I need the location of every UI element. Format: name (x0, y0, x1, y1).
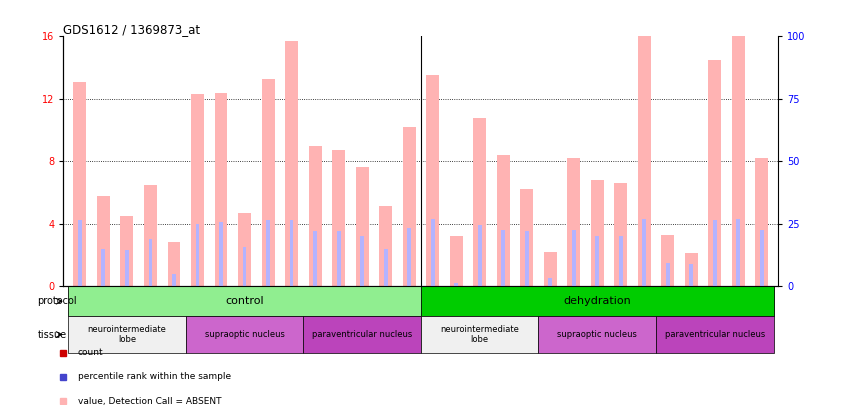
Bar (596, 236, 599, 286)
Text: supraoptic nucleus: supraoptic nucleus (205, 330, 284, 339)
Bar (379, 207, 392, 286)
Text: neurointermediate
lobe: neurointermediate lobe (87, 325, 167, 344)
Bar (355, 167, 369, 286)
Bar (144, 185, 157, 286)
Bar (662, 234, 674, 286)
Bar (420, 286, 773, 316)
Bar (454, 283, 458, 286)
Text: dehydration: dehydration (563, 296, 631, 306)
Bar (219, 222, 223, 286)
Bar (568, 158, 580, 286)
Bar (525, 231, 529, 286)
Bar (708, 60, 722, 286)
Bar (478, 225, 481, 286)
Bar (538, 316, 656, 352)
Bar (638, 36, 651, 286)
Bar (309, 146, 321, 286)
Bar (243, 247, 246, 286)
Bar (420, 316, 538, 352)
Bar (332, 150, 345, 286)
Bar (736, 219, 740, 286)
Bar (191, 94, 204, 286)
Bar (497, 155, 509, 286)
Bar (689, 264, 693, 286)
Bar (403, 127, 415, 286)
Text: tissue: tissue (37, 330, 67, 339)
Bar (102, 249, 106, 286)
Text: supraoptic nucleus: supraoptic nucleus (558, 330, 637, 339)
Bar (755, 158, 768, 286)
Bar (285, 41, 298, 286)
Bar (520, 189, 533, 286)
Bar (431, 219, 435, 286)
Bar (261, 79, 274, 286)
Text: neurointermediate
lobe: neurointermediate lobe (440, 325, 519, 344)
Text: count: count (78, 348, 103, 357)
Text: protocol: protocol (37, 296, 77, 306)
Bar (548, 278, 552, 286)
Text: paraventricular nucleus: paraventricular nucleus (312, 330, 412, 339)
Bar (97, 196, 110, 286)
Bar (149, 239, 152, 286)
Bar (186, 316, 304, 352)
Bar (656, 316, 773, 352)
Bar (238, 213, 251, 286)
Bar (685, 253, 698, 286)
Bar (69, 316, 186, 352)
Bar (313, 231, 317, 286)
Bar (337, 231, 341, 286)
Bar (195, 224, 200, 286)
Bar (384, 249, 387, 286)
Bar (713, 220, 717, 286)
Bar (74, 82, 86, 286)
Bar (666, 262, 670, 286)
Bar (120, 216, 134, 286)
Bar (215, 93, 228, 286)
Bar (544, 252, 557, 286)
Bar (304, 316, 420, 352)
Bar (591, 180, 604, 286)
Bar (407, 228, 411, 286)
Bar (69, 286, 420, 316)
Bar (172, 273, 176, 286)
Text: paraventricular nucleus: paraventricular nucleus (665, 330, 765, 339)
Text: GDS1612 / 1369873_at: GDS1612 / 1369873_at (63, 23, 201, 36)
Bar (168, 242, 180, 286)
Bar (426, 75, 439, 286)
Bar (360, 236, 364, 286)
Bar (289, 220, 294, 286)
Bar (450, 236, 463, 286)
Text: value, Detection Call = ABSENT: value, Detection Call = ABSENT (78, 397, 222, 405)
Bar (266, 220, 270, 286)
Bar (125, 250, 129, 286)
Bar (473, 117, 486, 286)
Bar (760, 230, 764, 286)
Text: percentile rank within the sample: percentile rank within the sample (78, 373, 231, 382)
Text: control: control (225, 296, 264, 306)
Bar (732, 35, 744, 286)
Bar (572, 230, 575, 286)
Bar (614, 183, 627, 286)
Bar (618, 236, 623, 286)
Bar (78, 220, 82, 286)
Bar (501, 230, 505, 286)
Bar (642, 219, 646, 286)
